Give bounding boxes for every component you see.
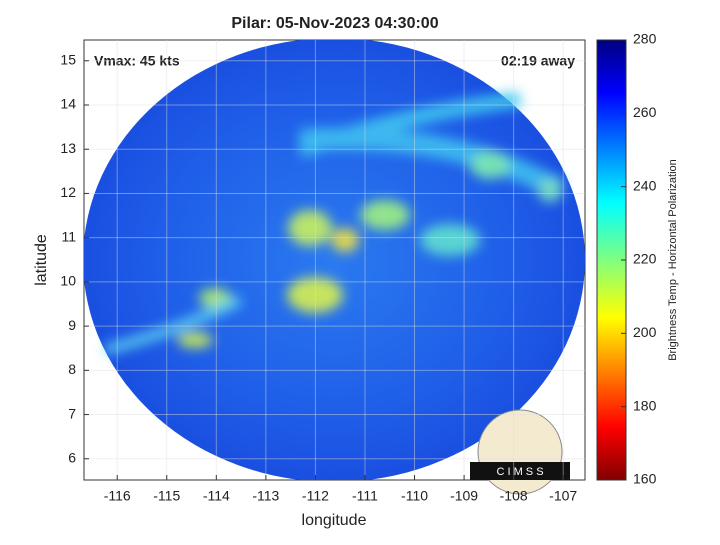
colorbar-tick-label: 200 xyxy=(633,324,657,340)
y-axis-label: latitude xyxy=(33,234,50,286)
y-tick-label: 13 xyxy=(60,140,76,156)
colorbar-tick-label: 260 xyxy=(633,104,657,120)
x-tick-label: -110 xyxy=(401,488,428,504)
colorbar-tick-label: 180 xyxy=(633,397,657,413)
y-tick-label: 12 xyxy=(60,184,76,200)
x-axis-label: longitude xyxy=(302,512,367,529)
y-tick-label: 14 xyxy=(60,96,76,112)
annotation: 02:19 away xyxy=(501,53,575,69)
x-tick-label: -114 xyxy=(203,488,230,504)
x-tick-label: -111 xyxy=(352,488,378,504)
chart-title: Pilar: 05-Nov-2023 04:30:00 xyxy=(231,15,438,32)
colorbar-tick-label: 220 xyxy=(633,251,657,267)
colorbar-tick-label: 240 xyxy=(633,177,657,193)
x-tick-label: -112 xyxy=(302,488,329,504)
y-tick-label: 8 xyxy=(68,361,76,377)
x-tick-label: -108 xyxy=(500,488,528,504)
y-tick-label: 15 xyxy=(60,51,76,67)
satellite-image xyxy=(84,40,585,480)
x-tick-label: -109 xyxy=(450,488,478,504)
y-tick-label: 11 xyxy=(61,228,76,244)
y-tick-label: 10 xyxy=(60,273,76,289)
colorbar-label: Brightness Temp - Horizontal Polarizatio… xyxy=(667,159,679,361)
y-tick-label: 6 xyxy=(68,449,76,465)
x-tick-label: -113 xyxy=(252,488,279,504)
x-tick-label: -115 xyxy=(153,488,180,504)
x-tick-label: -116 xyxy=(104,488,131,504)
colorbar-tick-label: 160 xyxy=(633,471,657,487)
logo-text: C I M S S xyxy=(496,466,543,478)
colorbar-tick-label: 280 xyxy=(633,31,657,47)
y-tick-label: 9 xyxy=(68,317,76,333)
x-tick-label: -107 xyxy=(549,488,577,504)
logo: C I M S S xyxy=(470,409,570,495)
y-tick-label: 7 xyxy=(68,405,76,421)
annotation: Vmax: 45 kts xyxy=(94,53,180,69)
